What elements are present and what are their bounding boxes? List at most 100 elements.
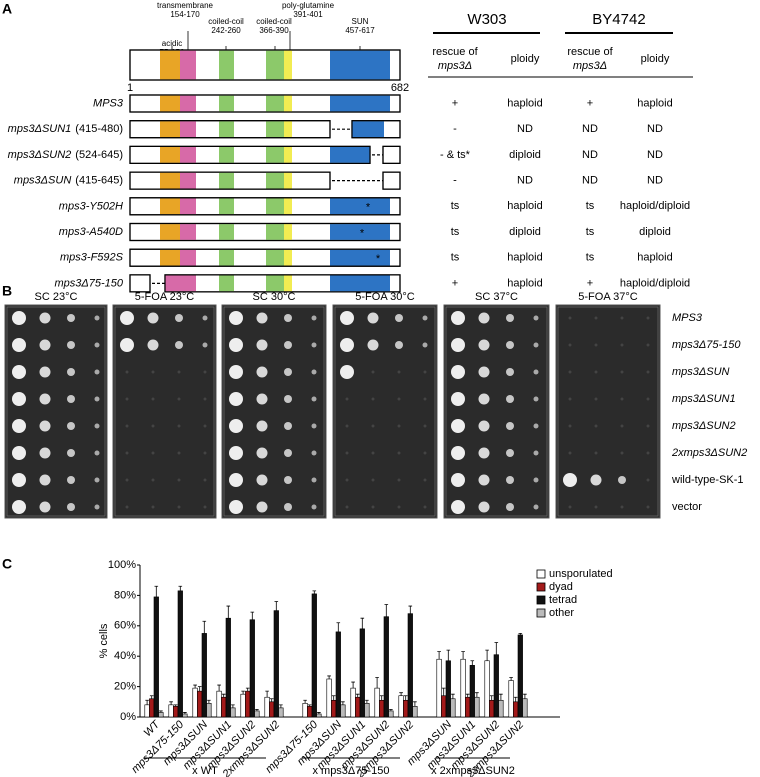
colony-spot	[646, 451, 650, 455]
colony-spot	[451, 338, 465, 352]
colony-spot	[533, 504, 539, 510]
colony-spot	[67, 368, 75, 376]
colony-spot	[94, 315, 100, 321]
table-cell: ND	[517, 123, 533, 135]
colony-spot	[371, 397, 375, 401]
construct-name: mps3ΔSUN (415-645)	[14, 175, 123, 187]
error-bar	[193, 684, 197, 689]
bar	[269, 701, 275, 718]
colony-spot	[311, 423, 317, 429]
colony-spot	[594, 424, 598, 428]
colony-spot	[568, 451, 572, 455]
colony-spot	[67, 449, 75, 457]
domain	[330, 95, 390, 112]
colony-spot	[125, 478, 129, 482]
domain	[266, 198, 284, 215]
colony-spot	[423, 370, 427, 374]
colony-spot	[39, 420, 51, 432]
colony-spot	[229, 392, 243, 406]
error-bar	[518, 633, 523, 635]
bar	[249, 619, 255, 718]
colony-spot	[12, 338, 26, 352]
error-bar	[159, 710, 163, 713]
construct-name: mps3-F592S	[60, 252, 124, 264]
domain-name: acidic	[162, 39, 182, 48]
colony-spot	[12, 311, 26, 325]
colony-spot	[590, 474, 602, 486]
domain	[180, 147, 196, 163]
construct-box	[382, 145, 401, 164]
colony-spot	[147, 312, 159, 324]
domain	[160, 121, 180, 138]
domain	[284, 275, 292, 292]
error-bar	[465, 693, 470, 698]
plate-sheen	[6, 306, 106, 517]
colony-spot	[94, 423, 100, 429]
bar	[245, 690, 251, 718]
table-cell: haploid	[637, 97, 672, 109]
colony-spot	[620, 343, 624, 347]
panel-label: A	[2, 1, 12, 17]
error-bar	[202, 620, 207, 634]
colony-spot	[345, 397, 349, 401]
y-tick-label: 20%	[114, 681, 136, 693]
error-bar	[255, 709, 259, 711]
domain	[180, 198, 196, 215]
colony-spot	[533, 477, 539, 483]
colony-spot	[284, 476, 292, 484]
colony-spot	[478, 339, 490, 351]
colony-spot	[39, 474, 51, 486]
colony-spot	[175, 314, 183, 322]
condition-label: SC 23°C	[35, 291, 78, 303]
construct-name-main: mps3ΔSUN	[14, 175, 72, 187]
bar	[445, 660, 451, 718]
colony-spot	[395, 341, 403, 349]
colony-spot	[646, 505, 650, 509]
strain-header: W303	[467, 11, 506, 28]
colony-spot	[151, 451, 155, 455]
colony-spot	[345, 451, 349, 455]
bar	[192, 687, 198, 718]
bar	[513, 701, 519, 718]
plate	[332, 304, 438, 519]
y-tick-label: 40%	[114, 650, 136, 662]
construct-box	[382, 171, 401, 190]
bar	[364, 703, 370, 718]
table-cell: ND	[582, 123, 598, 135]
construct-outline	[351, 120, 401, 139]
colony-spot	[151, 424, 155, 428]
bar	[197, 690, 203, 718]
colony-spot	[506, 449, 514, 457]
error-bar	[327, 675, 331, 679]
construct-outline	[129, 197, 401, 216]
colony-spot	[125, 505, 129, 509]
legend-label: other	[549, 607, 574, 619]
colony-spot	[284, 503, 292, 511]
colony-spot	[256, 339, 268, 351]
domain	[266, 224, 284, 240]
colony-spot	[451, 473, 465, 487]
colony-spot	[397, 424, 401, 428]
error-bar	[207, 699, 211, 704]
error-bar	[379, 695, 384, 701]
colony-spot	[177, 451, 181, 455]
error-bar	[265, 690, 269, 698]
domain	[180, 95, 196, 112]
colony-spot	[177, 505, 181, 509]
colony-spot	[646, 478, 650, 482]
bar	[383, 616, 389, 718]
table-cell: haploid/diploid	[620, 200, 690, 212]
error-bar	[451, 693, 455, 699]
colony-spot	[371, 478, 375, 482]
colony-spot	[533, 369, 539, 375]
error-bar	[231, 704, 235, 708]
error-bar	[336, 622, 341, 632]
domain	[160, 95, 180, 112]
colony-spot	[618, 476, 626, 484]
error-bar	[384, 604, 389, 617]
table-cell: ts	[451, 252, 460, 264]
bar	[149, 698, 155, 718]
colony-spot	[256, 420, 268, 432]
plate-sheen	[557, 306, 659, 517]
domain	[219, 249, 234, 266]
